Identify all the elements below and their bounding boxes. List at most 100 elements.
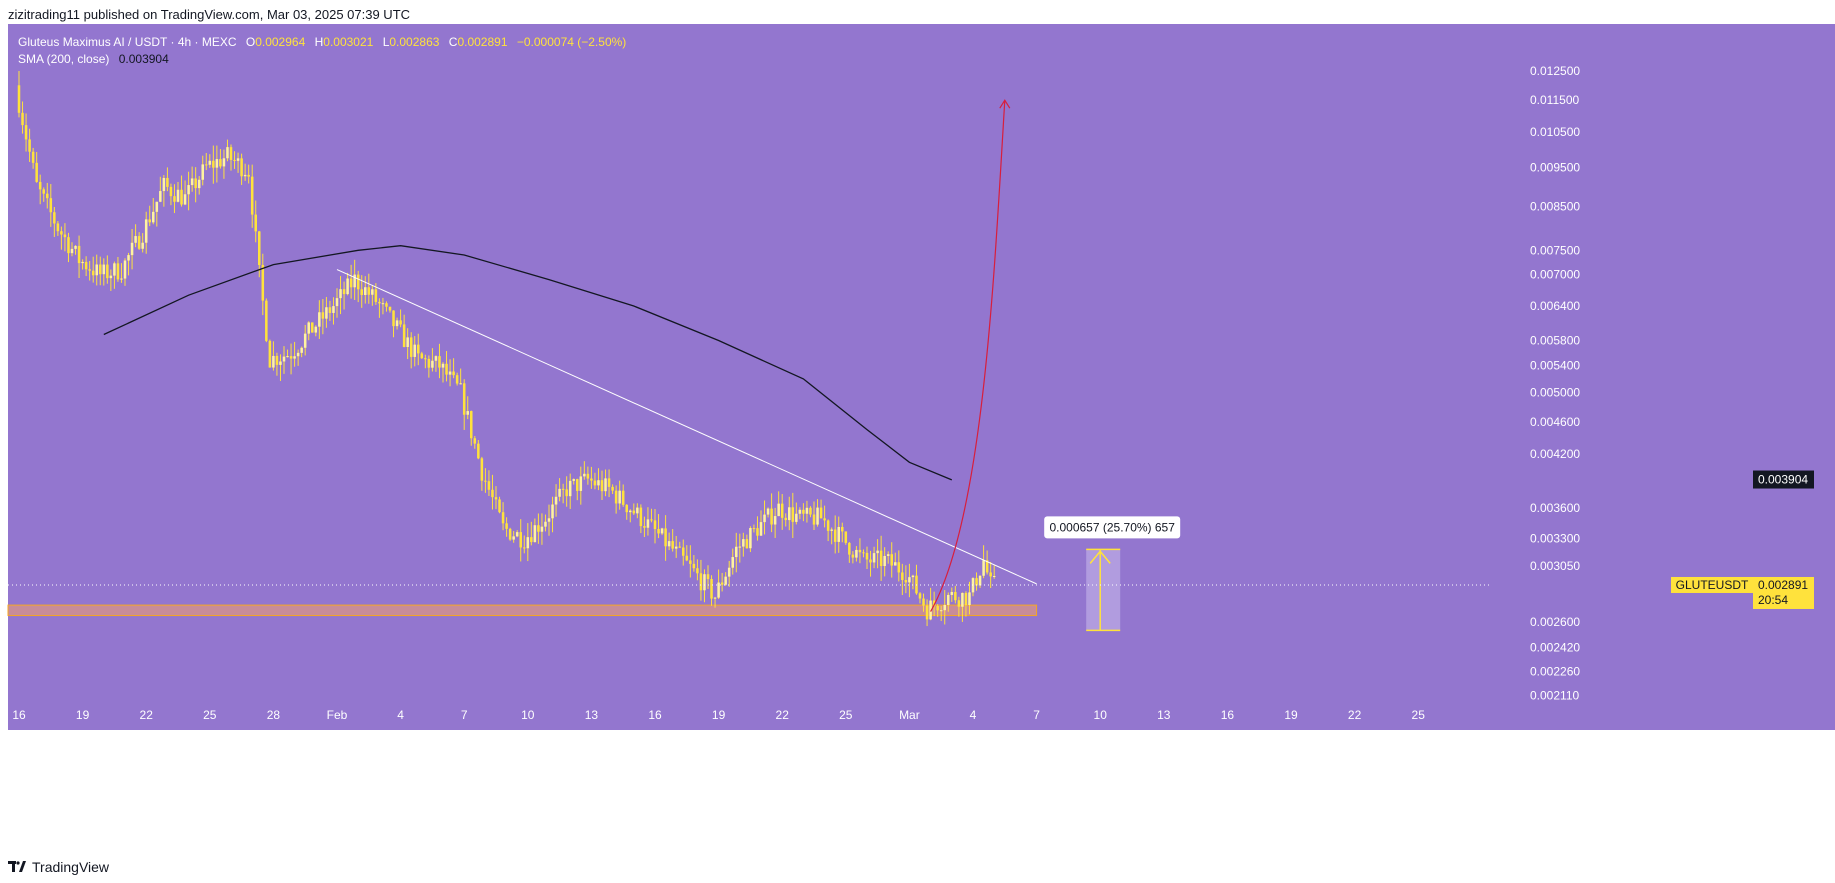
candle-body bbox=[159, 191, 162, 202]
sma-price-tag-label: 0.003904 bbox=[1758, 473, 1808, 487]
candle-body bbox=[770, 508, 773, 525]
candle-body bbox=[724, 576, 727, 585]
candle-body bbox=[219, 159, 222, 167]
candle-body bbox=[205, 164, 208, 166]
candle-body bbox=[788, 507, 791, 521]
candle-body bbox=[717, 582, 720, 598]
candle-body bbox=[621, 490, 625, 505]
candle-body bbox=[180, 189, 183, 205]
candle-body bbox=[685, 555, 689, 561]
candle-body bbox=[233, 159, 236, 161]
candle-body bbox=[392, 310, 395, 327]
candle-body bbox=[162, 177, 166, 192]
candle-body bbox=[42, 189, 45, 194]
candle-body bbox=[568, 480, 572, 497]
candle-body bbox=[922, 598, 925, 606]
sma-value: 0.003904 bbox=[118, 52, 169, 66]
time-tick-label: 19 bbox=[76, 708, 90, 722]
candle-body bbox=[639, 507, 643, 527]
candle-body bbox=[597, 480, 600, 486]
symbol-title[interactable]: Gluteus Maximus AI / USDT · 4h · MEXC bbox=[18, 35, 237, 49]
sma-200-line[interactable] bbox=[103, 245, 953, 481]
symbol-tag[interactable] bbox=[1671, 576, 1753, 593]
candle-body bbox=[826, 520, 830, 531]
support-zone[interactable] bbox=[7, 604, 1038, 617]
candle-body bbox=[215, 159, 219, 168]
candle-body bbox=[749, 528, 752, 549]
candle-body bbox=[477, 443, 480, 459]
candle-body bbox=[371, 289, 374, 295]
candle-body bbox=[296, 352, 300, 357]
candle-body bbox=[604, 478, 607, 492]
candle-body bbox=[53, 212, 56, 224]
measure-range[interactable] bbox=[1086, 549, 1121, 631]
candle-body bbox=[356, 274, 360, 290]
candle-body bbox=[473, 438, 477, 444]
candle-body bbox=[936, 605, 939, 611]
measure-label: 0.000657 (25.70%) 657 bbox=[1049, 520, 1175, 534]
candle-body bbox=[682, 547, 685, 556]
candle-body bbox=[349, 278, 353, 288]
close-value: 0.002891 bbox=[457, 35, 508, 49]
time-axis[interactable] bbox=[8, 700, 1490, 730]
candle-body bbox=[713, 597, 717, 599]
candle-body bbox=[342, 289, 346, 295]
candle-body bbox=[24, 125, 28, 140]
candle-body bbox=[763, 514, 766, 523]
time-tick-label: 16 bbox=[648, 708, 662, 722]
candle-body bbox=[21, 112, 24, 126]
candle-body bbox=[300, 347, 303, 353]
candle-body bbox=[643, 526, 646, 528]
candle-body bbox=[784, 517, 787, 521]
candle-body bbox=[795, 513, 798, 522]
sma-label[interactable]: SMA (200, close) bbox=[18, 52, 110, 66]
candle-body bbox=[466, 411, 469, 415]
time-tick-label: Mar bbox=[899, 708, 920, 722]
price-axis[interactable] bbox=[1490, 24, 1835, 730]
bar-countdown: 20:54 bbox=[1758, 593, 1788, 607]
candle-body bbox=[943, 605, 946, 611]
candle-body bbox=[971, 578, 975, 593]
candle-body bbox=[462, 383, 466, 415]
candle-body bbox=[664, 528, 667, 547]
candle-body bbox=[438, 356, 441, 368]
candle-body bbox=[282, 356, 286, 362]
sma-price-tag[interactable] bbox=[1753, 470, 1814, 489]
candle-body bbox=[360, 289, 363, 296]
candle-body bbox=[720, 582, 724, 585]
candle-body bbox=[226, 147, 229, 159]
descending-trendline[interactable] bbox=[336, 269, 1037, 585]
candle-body bbox=[565, 489, 568, 497]
candle-body bbox=[197, 179, 201, 189]
time-tick-label: 25 bbox=[839, 708, 853, 722]
time-tick-label: 7 bbox=[461, 708, 468, 722]
price-tick-label: 0.011500 bbox=[1530, 93, 1579, 107]
tradingview-brand[interactable]: TradingView bbox=[32, 859, 110, 875]
candle-body bbox=[964, 592, 968, 606]
candle-body bbox=[583, 473, 586, 477]
candle-body bbox=[448, 371, 452, 375]
candle-body bbox=[939, 610, 943, 612]
price-tick-label: 0.007500 bbox=[1530, 243, 1580, 257]
projection-curve[interactable] bbox=[930, 100, 1006, 612]
plot-area[interactable] bbox=[8, 24, 1490, 700]
candle-body bbox=[38, 181, 42, 190]
candle-body bbox=[735, 546, 738, 558]
candle-body bbox=[402, 324, 406, 347]
candle-body bbox=[173, 196, 176, 202]
candle-body bbox=[353, 274, 356, 288]
candle-body bbox=[523, 547, 526, 549]
price-tick-label: 0.005400 bbox=[1530, 359, 1580, 373]
candle-body bbox=[289, 356, 293, 359]
candle-body bbox=[537, 525, 540, 532]
candle-body bbox=[727, 567, 731, 577]
candle-body bbox=[332, 306, 335, 313]
candle-body bbox=[268, 340, 272, 368]
candle-body bbox=[929, 600, 932, 620]
candle-body bbox=[667, 541, 671, 547]
last-price-tag[interactable] bbox=[1753, 576, 1814, 609]
candle-body bbox=[954, 592, 957, 601]
candle-body bbox=[576, 479, 579, 491]
candle-body bbox=[272, 355, 275, 368]
